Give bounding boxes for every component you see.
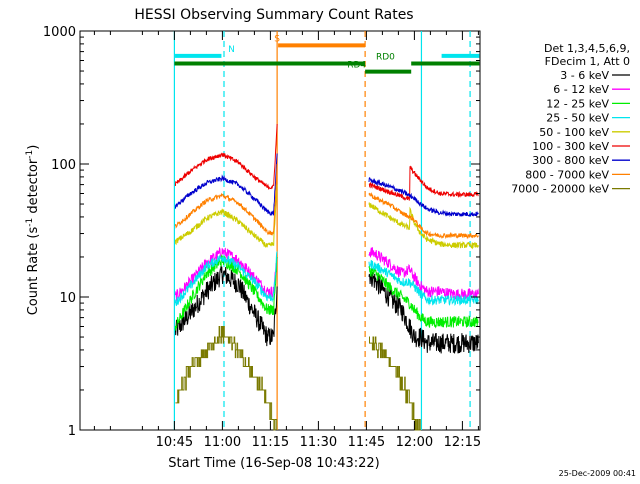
series-6to12kev — [174, 246, 479, 302]
flag-label-s: S — [274, 34, 280, 44]
y-tick-label: 10 — [59, 291, 76, 306]
series-3to6kev — [174, 264, 479, 354]
y-axis-label-end: ) — [26, 145, 41, 150]
y-axis-label-mid: detector — [26, 158, 41, 218]
series-line-segment — [174, 246, 278, 302]
series-line-segment — [174, 264, 278, 347]
series-line-segment — [175, 326, 278, 431]
series-line-segment — [368, 247, 479, 300]
x-tick-label: 12:15 — [444, 435, 481, 450]
x-tick-label: 10:45 — [156, 435, 193, 450]
y-axis-label-main: Count Rate (s — [26, 227, 41, 316]
y-axis-label: Count Rate (s-1 detector-1) — [25, 145, 41, 316]
legend-entry-label: 12 - 25 keV — [546, 97, 609, 110]
marker-lines — [173, 31, 471, 430]
legend-entry-label: 100 - 300 keV — [532, 140, 609, 153]
series-300to800kev — [174, 153, 479, 217]
series-100to300kev — [174, 123, 479, 202]
legend-entry-label: 3 - 6 keV — [560, 69, 609, 82]
x-tick-labels: 10:45 11:00 11:15 11:30 11:45 12:00 12:15 — [156, 435, 481, 450]
series-25to50kev — [174, 251, 479, 307]
series-line-segment — [368, 267, 479, 354]
legend-entry-label: 7000 - 20000 keV — [511, 183, 609, 196]
y-tick-label: 1 — [68, 424, 76, 439]
series-line-segment — [368, 265, 479, 329]
x-tick-label: 11:15 — [252, 435, 289, 450]
y-axis-label-sup2: -1 — [25, 150, 35, 159]
flag-label-rd4: RD4 — [347, 61, 366, 71]
legend-header-line2: FDecim 1, Att 0 — [545, 55, 630, 68]
series-layer — [174, 123, 479, 431]
y-tick-label: 100 — [51, 158, 76, 173]
flag-label-rd0: RD0 — [376, 52, 395, 62]
y-axis-label-sup1: -1 — [25, 218, 35, 227]
axis-ticks — [80, 30, 480, 431]
legend-entry-label: 6 - 12 keV — [553, 83, 609, 96]
series-line-segment — [174, 123, 278, 190]
chart-title: HESSI Observing Summary Count Rates — [134, 7, 413, 23]
plot-frame — [79, 30, 481, 431]
legend-header-line1: Det 1,3,4,5,6,9, — [544, 42, 630, 55]
series-line-segment — [368, 177, 479, 217]
series-800to7000kev — [174, 163, 479, 240]
flag-bars: N S RD0 RD4 — [174, 34, 480, 74]
series-line-segment — [174, 251, 278, 307]
x-tick-label: 12:00 — [396, 435, 433, 450]
x-tick-label: 11:30 — [300, 435, 337, 450]
y-tick-labels: 1 10 100 1000 — [43, 25, 76, 439]
series-line-segment — [368, 202, 479, 250]
y-tick-label: 1000 — [43, 25, 76, 40]
footer-timestamp: 25-Dec-2009 00:41 — [559, 469, 636, 478]
legend-entry-label: 50 - 100 keV — [539, 126, 609, 139]
series-line-segment — [174, 153, 278, 216]
series-50to100kev — [174, 184, 479, 250]
series-line-segment — [174, 163, 278, 236]
series-line-segment — [368, 259, 479, 307]
series-line-segment — [368, 165, 479, 202]
x-axis-label: Start Time (16-Sep-08 10:43:22) — [168, 456, 379, 471]
x-tick-label: 11:45 — [348, 435, 385, 450]
plot-area: N S RD0 RD4 — [79, 30, 481, 431]
series-7000to20000kev — [175, 326, 421, 431]
series-line-segment — [174, 184, 278, 249]
legend: Det 1,3,4,5,6,9, FDecim 1, Att 0 3 - 6 k… — [511, 42, 630, 196]
flag-label-n: N — [228, 45, 235, 55]
series-line-segment — [369, 336, 421, 431]
x-tick-label: 11:00 — [204, 435, 241, 450]
legend-entry-label: 300 - 800 keV — [532, 154, 609, 167]
legend-entry-label: 800 - 7000 keV — [525, 168, 609, 181]
series-line-segment — [368, 191, 479, 240]
legend-entry-label: 25 - 50 keV — [546, 112, 609, 125]
